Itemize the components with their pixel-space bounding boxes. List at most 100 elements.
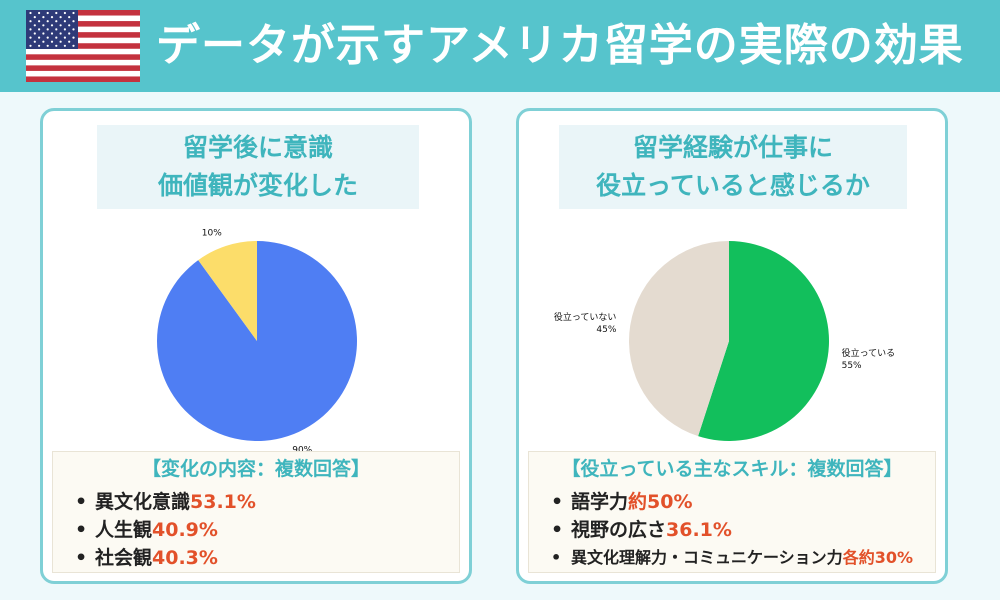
flag-stripe [26, 37, 140, 44]
flag-star [72, 11, 75, 15]
flag-stripe [26, 48, 140, 55]
flag-star [55, 28, 58, 31]
panel-work-usefulness: 留学経験が仕事に 役立っていると感じるか 役立っている 55% 役立っていない 45%… [516, 108, 948, 584]
flag-star [46, 20, 49, 23]
flag-stripe [26, 76, 140, 82]
flag-star [55, 44, 58, 47]
pie-chart-value-change: 90% 10% [156, 229, 357, 455]
note-list: • 異文化意識53.1% • 人生観40.9% • 社会観40.3% [75, 488, 256, 572]
panel-title: 留学後に意識 価値観が変化した [97, 125, 419, 209]
flag-stripe [26, 26, 140, 33]
flag-star [59, 16, 62, 19]
flag-star [68, 40, 71, 43]
pie-chart-work-usefulness: 役立っている 55% 役立っていない 45% [554, 241, 896, 441]
bullet-icon: • [551, 548, 562, 567]
page-title: データが示すアメリカ留学の実際の効果 [156, 20, 964, 71]
flag-star [46, 11, 49, 15]
flag-star [46, 28, 49, 31]
note-box: 【役立っている主なスキル：複数回答】 • 語学力約50% • 視野の広さ36.1% … [528, 451, 936, 573]
flag-star [68, 24, 71, 27]
slice-label: 役立っていない 45% [554, 311, 617, 335]
pie-slice [629, 241, 729, 437]
flag-star [55, 36, 58, 39]
bullet-icon: • [75, 547, 88, 569]
list-item: • 人生観40.9% [75, 516, 256, 544]
item-label: 人生観 [95, 519, 153, 541]
flag-star [68, 16, 71, 19]
flag-star [29, 36, 32, 39]
flag-star [68, 32, 71, 35]
flag-stripe [26, 10, 140, 16]
item-label: 視野の広さ [571, 519, 667, 541]
slice-label: 90% [292, 445, 312, 455]
list-item: • 語学力約50% [551, 488, 913, 516]
panel-value-change: 留学後に意識 価値観が変化した 90% 10% 【変化の内容：複数回答】 • 異文化… [40, 108, 472, 584]
flag-star [55, 11, 58, 15]
flag-star [38, 11, 41, 15]
flag-star [50, 24, 54, 27]
flag-star [63, 20, 66, 23]
flag-star [50, 32, 54, 35]
flag-star [42, 40, 45, 43]
flag-star [50, 16, 54, 19]
item-label: 異文化理解力・コミュニケーション力 [571, 548, 843, 567]
flag-star [50, 40, 54, 43]
list-item: • 異文化理解力・コミュニケーション力各約30% [551, 544, 913, 572]
flag-star [33, 40, 36, 43]
item-value: 各約30% [842, 548, 913, 567]
item-label: 語学力 [571, 491, 629, 513]
panel-title: 留学経験が仕事に 役立っていると感じるか [559, 125, 907, 209]
panel-title-line1: 留学後に意識 [182, 133, 333, 162]
flag-stripe [26, 59, 140, 66]
slice-label: 役立っている 55% [842, 347, 896, 371]
flag-star [72, 28, 75, 31]
panel-title-line2: 価値観が変化した [157, 171, 358, 200]
flag-stripe [26, 54, 140, 61]
item-value: 36.1% [666, 519, 732, 541]
flag-star [59, 40, 62, 43]
flag-star [42, 32, 45, 35]
list-item: • 異文化意識53.1% [75, 488, 256, 516]
flag-star [29, 11, 32, 15]
flag-star [33, 32, 36, 35]
bullet-icon: • [551, 519, 564, 541]
us-flag-icon [26, 10, 140, 82]
item-label: 異文化意識 [95, 491, 191, 513]
flag-star [29, 44, 32, 47]
flag-star [72, 36, 75, 39]
flag-stripe [26, 70, 140, 77]
flag-star [55, 20, 58, 23]
flag-star [63, 44, 66, 47]
flag-stripe [26, 65, 140, 72]
flag-star [42, 24, 45, 27]
flag-stripe [26, 21, 140, 27]
flag-stripe [26, 43, 140, 50]
item-value: 40.3% [152, 547, 218, 569]
flag-star [29, 28, 32, 31]
flag-star [46, 36, 49, 39]
note-box: 【変化の内容：複数回答】 • 異文化意識53.1% • 人生観40.9% • 社会観4… [52, 451, 460, 573]
flag-star [33, 24, 36, 27]
list-item: • 視野の広さ36.1% [551, 516, 913, 544]
list-item: • 社会観40.3% [75, 544, 256, 572]
pie-slice [698, 241, 829, 441]
bullet-icon: • [75, 491, 88, 513]
panel-title-line1: 留学経験が仕事に [632, 133, 833, 162]
flag-star [38, 44, 41, 47]
header-banner: データが示すアメリカ留学の実際の効果 [0, 0, 1000, 92]
flag-star [72, 20, 75, 23]
flag-star [59, 32, 62, 35]
note-title: 【役立っている主なスキル：複数回答】 [561, 458, 903, 480]
flag-star [33, 16, 36, 19]
flag-star [42, 16, 45, 19]
flag-star [29, 20, 32, 23]
item-value: 53.1% [190, 491, 256, 513]
flag-star [38, 20, 41, 23]
pie-slice [198, 241, 257, 341]
note-title: 【変化の内容：複数回答】 [141, 458, 370, 480]
flag-stripe [26, 32, 140, 38]
item-value: 40.9% [152, 519, 218, 541]
flag-star [63, 28, 66, 31]
item-value: 約50% [628, 491, 693, 513]
flag-canton [26, 10, 78, 49]
